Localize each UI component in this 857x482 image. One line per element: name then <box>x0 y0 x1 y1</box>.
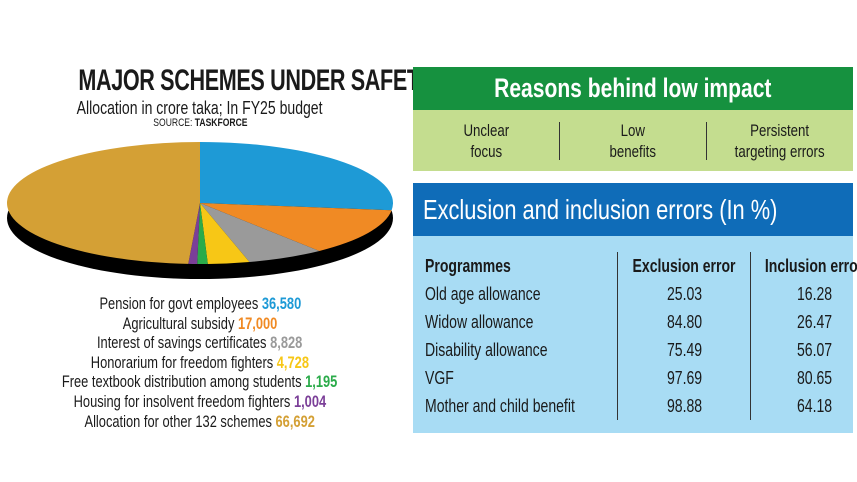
legend-label: Housing for insolvent freedom fighters <box>73 392 291 411</box>
pie-chart <box>7 142 393 279</box>
exclusion-error-cell: 25.03 <box>617 280 751 308</box>
programme-cell: Mother and child benefit <box>425 395 575 416</box>
pie-slice <box>200 203 250 264</box>
inclusion-error-cell: 56.07 <box>750 336 857 364</box>
pie-slice <box>200 203 320 262</box>
exclusion-error-cell: 98.88 <box>617 392 751 420</box>
column-header: Inclusion error <box>750 252 857 280</box>
programme-cell: Old age allowance <box>425 283 541 304</box>
errors-table-panel: Programmes Exclusion error Inclusion err… <box>413 236 857 433</box>
legend-label: Honorarium for freedom fighters <box>90 353 274 372</box>
inclusion-error-cell: 64.18 <box>750 392 857 420</box>
legend-value: 17,000 <box>237 314 278 333</box>
programme-cell: Widow allowance <box>425 311 534 332</box>
legend-label: Allocation for other 132 schemes <box>84 412 273 431</box>
inclusion-error-cell: 26.47 <box>750 308 857 336</box>
programme-cell: VGF <box>425 367 454 388</box>
legend-value: 8,828 <box>270 334 303 353</box>
table-row: Old age allowance 25.03 16.28 <box>425 280 857 308</box>
legend-value: 1,195 <box>305 373 338 392</box>
pie-slice <box>197 203 208 264</box>
table-row: Mother and child benefit 98.88 64.18 <box>425 392 857 420</box>
table-row: VGF 97.69 80.65 <box>425 364 857 392</box>
exclusion-error-cell: 84.80 <box>617 308 751 336</box>
divider <box>706 121 707 160</box>
legend-label: Agricultural subsidy <box>122 314 235 333</box>
inclusion-error-cell: 80.65 <box>750 364 857 392</box>
legend-value: 66,692 <box>275 412 316 431</box>
legend-item: Pension for govt employees 36,580 <box>0 295 400 315</box>
exclusion-error-cell: 97.69 <box>617 364 751 392</box>
legend-item: Housing for insolvent freedom fighters 1… <box>0 393 400 413</box>
chart-subtitle: Allocation in crore taka; In FY25 budget <box>77 98 323 118</box>
table-row: Widow allowance 84.80 26.47 <box>425 308 857 336</box>
legend-label: Pension for govt employees <box>99 295 258 313</box>
pie-slice <box>200 142 393 211</box>
exclusion-error-cell: 75.49 <box>617 336 751 364</box>
pie-slice <box>188 203 200 264</box>
reason-item: Persistent targeting errors <box>735 120 825 161</box>
errors-table: Programmes Exclusion error Inclusion err… <box>425 252 857 420</box>
reason-item: Low benefits <box>609 120 657 161</box>
pie-slice <box>7 142 200 264</box>
legend-item: Honorarium for freedom fighters 4,728 <box>0 354 400 374</box>
reasons-header: Reasons behind low impact <box>413 67 853 110</box>
legend-label: Free textbook distribution among student… <box>62 373 302 392</box>
table-header-row: Programmes Exclusion error Inclusion err… <box>425 252 857 280</box>
legend-label: Interest of savings certificates <box>97 334 267 353</box>
inclusion-error-cell: 16.28 <box>750 280 857 308</box>
legend-item: Interest of savings certificates 8,828 <box>0 334 400 354</box>
legend: Pension for govt employees 36,580 Agricul… <box>0 295 400 432</box>
legend-value: 1,004 <box>294 392 327 411</box>
legend-item: Allocation for other 132 schemes 66,692 <box>0 413 400 433</box>
divider <box>559 121 560 160</box>
legend-value: 36,580 <box>261 295 301 313</box>
legend-item: Free textbook distribution among student… <box>0 373 400 393</box>
legend-value: 4,728 <box>276 353 310 372</box>
column-header: Programmes <box>425 255 511 276</box>
source-line: SOURCE: TASKFORCE <box>152 117 248 129</box>
reason-item: Unclear focus <box>463 120 509 161</box>
column-header: Exclusion error <box>617 252 751 280</box>
chart-title: MAJOR SCHEMES UNDER SAFETY NET <box>78 64 482 97</box>
reasons-panel: Unclear focus Low benefits Persistent targe… <box>413 110 853 171</box>
errors-header: Exclusion and inclusion errors (In %) <box>413 183 853 236</box>
table-row: Disability allowance 75.49 56.07 <box>425 336 857 364</box>
pie-slice <box>200 203 392 251</box>
programme-cell: Disability allowance <box>425 339 548 360</box>
legend-item: Agricultural subsidy 17,000 <box>0 315 400 335</box>
